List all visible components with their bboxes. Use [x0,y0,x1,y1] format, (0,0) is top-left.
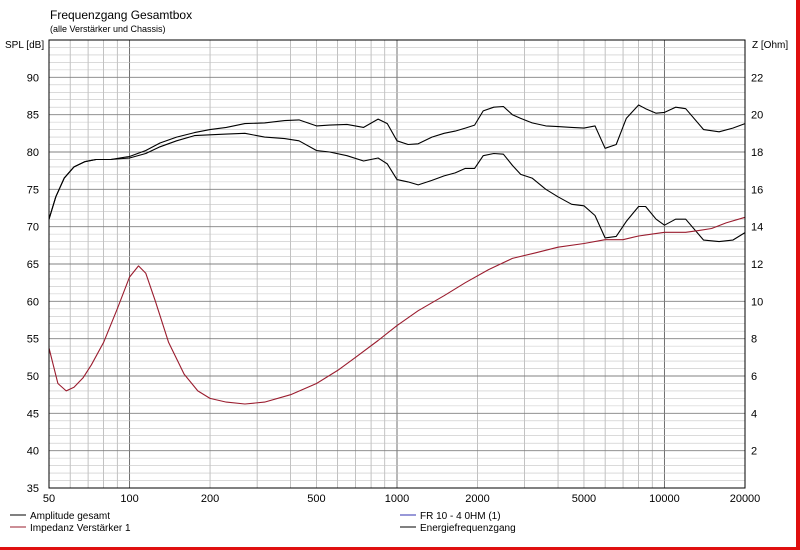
y-left-tick-label: 90 [27,72,39,84]
y-left-tick-label: 35 [27,483,39,495]
y-left-tick-label: 40 [27,446,39,458]
series-impedanz-verstaerker-1 [48,216,746,405]
y-right-tick-label: 20 [751,110,763,122]
y-axis-right-label: Z [Ohm] [752,40,788,51]
y-left-tick-label: 55 [27,334,39,346]
y-right-tick-label: 12 [751,259,763,271]
y-right-tick-label: 6 [751,371,757,383]
x-tick-label: 50 [43,493,55,505]
x-tick-label: 200 [201,493,219,505]
y-left-tick-label: 80 [27,147,39,159]
y-right-tick-label: 8 [751,334,757,346]
y-left-tick-label: 65 [27,259,39,271]
y-right-tick-label: 16 [751,184,763,196]
y-right-tick-label: 14 [751,222,763,234]
grid [49,40,745,488]
plot-border [48,39,746,489]
y-left-tick-label: 70 [27,222,39,234]
y-right-tick-label: 10 [751,296,763,308]
y-left-tick-label: 50 [27,371,39,383]
legend: Amplitude gesamt Impedanz Verstärker 1 F… [10,511,516,534]
y-right-tick-label: 18 [751,147,763,159]
y-right-tick-label: 22 [751,72,763,84]
legend-energy: Energiefrequenzgang [420,523,516,534]
series-energiefrequenzgang [48,104,746,220]
x-tick-label: 10000 [649,493,680,505]
x-tick-label: 500 [307,493,325,505]
tick-labels: 50 100 200 500 1000 2000 5000 10000 200003540455… [27,72,764,505]
y-right-tick-label: 4 [751,408,757,420]
y-left-tick-label: 85 [27,110,39,122]
series [48,104,746,405]
y-left-tick-label: 75 [27,184,39,196]
chart-title: Frequenzgang Gesamtbox [50,8,192,22]
series-amplitude-gesamt [48,132,746,243]
y-right-tick-label: 2 [751,446,757,458]
y-axis-left-label: SPL [dB] [5,40,44,51]
x-tick-label: 100 [120,493,138,505]
y-left-tick-label: 60 [27,296,39,308]
x-tick-label: 5000 [572,493,596,505]
x-tick-label: 2000 [465,493,489,505]
y-left-tick-label: 45 [27,408,39,420]
x-tick-label: 20000 [730,493,761,505]
legend-impedance: Impedanz Verstärker 1 [30,523,131,534]
x-tick-label: 1000 [385,493,409,505]
chart-subtitle: (alle Verstärker und Chassis) [50,24,166,34]
legend-fr10: FR 10 - 4 0HM (1) [420,511,501,522]
legend-amplitude: Amplitude gesamt [30,511,110,522]
